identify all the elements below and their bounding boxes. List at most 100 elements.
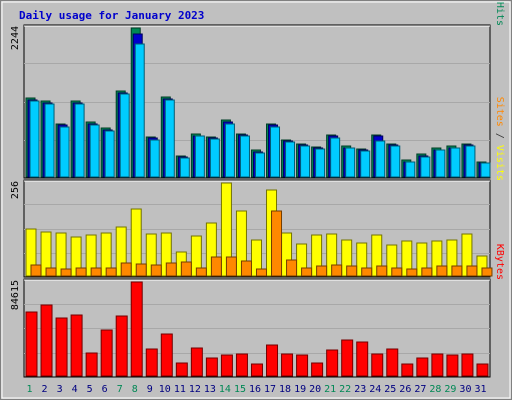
panel-max-label: 84615 <box>10 280 21 310</box>
bar-pages-day-20 <box>315 148 326 178</box>
day-label: 18 <box>279 384 291 395</box>
bar-pages-day-11 <box>179 157 190 178</box>
bar-pages-day-21 <box>330 137 341 178</box>
bar-sites-day-31 <box>481 267 493 277</box>
day-label: 7 <box>117 384 123 395</box>
bar-pages-day-29 <box>450 147 461 178</box>
bar-kbytes-day-15 <box>235 353 248 377</box>
bar-kbytes-day-17 <box>266 344 279 377</box>
bar-sites-day-13 <box>210 256 222 277</box>
bar-pages-day-16 <box>254 152 265 178</box>
panel-legend-label: Pages / Files / Hits <box>494 0 505 26</box>
series-pages <box>29 43 491 178</box>
day-label: 31 <box>474 384 486 395</box>
bar-pages-day-17 <box>270 126 281 178</box>
bar-sites-day-24 <box>376 265 388 277</box>
bar-kbytes-day-26 <box>401 363 414 377</box>
day-label: 13 <box>204 384 216 395</box>
bar-pages-day-28 <box>435 149 446 178</box>
day-label: 14 <box>219 384 231 395</box>
day-label: 28 <box>429 384 441 395</box>
day-label: 22 <box>339 384 351 395</box>
bar-pages-day-19 <box>300 145 311 178</box>
bar-pages-day-3 <box>59 126 70 178</box>
bar-kbytes-day-9 <box>145 348 158 377</box>
bar-pages-day-6 <box>104 130 115 178</box>
bar-pages-day-22 <box>345 147 356 178</box>
bar-kbytes-day-25 <box>386 348 399 377</box>
bar-sites-day-1 <box>30 264 42 277</box>
day-label: 8 <box>132 384 138 395</box>
bar-kbytes-day-19 <box>296 354 309 377</box>
day-label: 4 <box>72 384 78 395</box>
bar-sites-day-20 <box>316 265 328 277</box>
bar-sites-day-27 <box>421 267 433 277</box>
day-label: 29 <box>444 384 456 395</box>
bar-sites-day-19 <box>301 267 313 277</box>
bar-pages-day-9 <box>149 139 160 178</box>
day-label: 25 <box>384 384 396 395</box>
day-label: 2 <box>42 384 48 395</box>
bar-sites-day-10 <box>165 262 177 277</box>
day-label: 5 <box>87 384 93 395</box>
day-label: 3 <box>57 384 63 395</box>
legend-part: KBytes <box>494 244 505 280</box>
bar-pages-day-13 <box>209 138 220 178</box>
bar-kbytes-day-16 <box>250 363 263 377</box>
bar-sites-day-30 <box>466 265 478 277</box>
bar-kbytes-day-22 <box>341 339 354 377</box>
bar-pages-day-7 <box>119 93 130 178</box>
bar-pages-day-18 <box>285 141 296 178</box>
bar-sites-day-29 <box>451 265 463 277</box>
panel-legend-label: Sites / Visits <box>494 97 505 181</box>
bar-kbytes-day-5 <box>85 352 98 377</box>
bar-pages-day-31 <box>480 162 491 178</box>
bar-sites-day-25 <box>391 267 403 277</box>
panel-max-label: 256 <box>10 181 21 199</box>
day-label: 9 <box>147 384 153 395</box>
day-label: 12 <box>189 384 201 395</box>
bar-sites-day-2 <box>45 267 57 277</box>
bar-kbytes-day-10 <box>160 333 173 377</box>
day-label: 24 <box>369 384 381 395</box>
bar-kbytes-day-20 <box>311 362 324 377</box>
bar-sites-day-23 <box>361 267 373 277</box>
bar-kbytes-day-2 <box>40 304 53 377</box>
bar-pages-day-24 <box>375 140 386 178</box>
day-label: 10 <box>159 384 171 395</box>
bar-kbytes-day-23 <box>356 341 369 377</box>
legend-part: Hits <box>494 2 505 26</box>
bar-sites-day-15 <box>240 260 252 277</box>
day-label: 15 <box>234 384 246 395</box>
day-label: 30 <box>459 384 471 395</box>
bar-pages-day-30 <box>465 145 476 178</box>
bar-sites-day-12 <box>195 267 207 277</box>
bar-sites-day-22 <box>346 265 358 277</box>
legend-part: / <box>494 127 505 145</box>
legend-part: Sites <box>494 97 505 127</box>
bar-sites-day-16 <box>255 268 267 277</box>
bar-sites-day-3 <box>60 268 72 277</box>
bar-sites-day-14 <box>225 256 237 277</box>
day-label: 16 <box>249 384 261 395</box>
day-label: 21 <box>324 384 336 395</box>
bar-kbytes-day-31 <box>476 363 489 377</box>
chart-title: Daily usage for January 2023 <box>19 9 204 22</box>
bar-kbytes-day-30 <box>461 353 474 377</box>
x-axis: 1 2 3 4 5 6 7 8 9 10 11 12 13 14 15 16 17 18 19 20 21 22 23 24 2… <box>27 384 487 395</box>
bar-sites-day-28 <box>436 265 448 277</box>
bar-kbytes-day-27 <box>416 357 429 377</box>
panel-visits-sites: 256 Sites / Visits <box>10 97 505 278</box>
bar-sites-day-11 <box>180 261 192 277</box>
day-label: 27 <box>414 384 426 395</box>
bar-pages-day-25 <box>390 145 401 178</box>
bar-sites-day-9 <box>150 264 162 277</box>
panel-max-label: 2244 <box>10 26 21 50</box>
bar-kbytes-day-28 <box>431 353 444 377</box>
bar-sites-day-18 <box>286 259 298 277</box>
bar-kbytes-day-6 <box>100 329 113 377</box>
series-sites <box>30 210 493 277</box>
bar-kbytes-day-4 <box>70 314 83 377</box>
bar-pages-day-26 <box>405 161 416 178</box>
panel-legend-label: KBytes <box>494 244 505 280</box>
